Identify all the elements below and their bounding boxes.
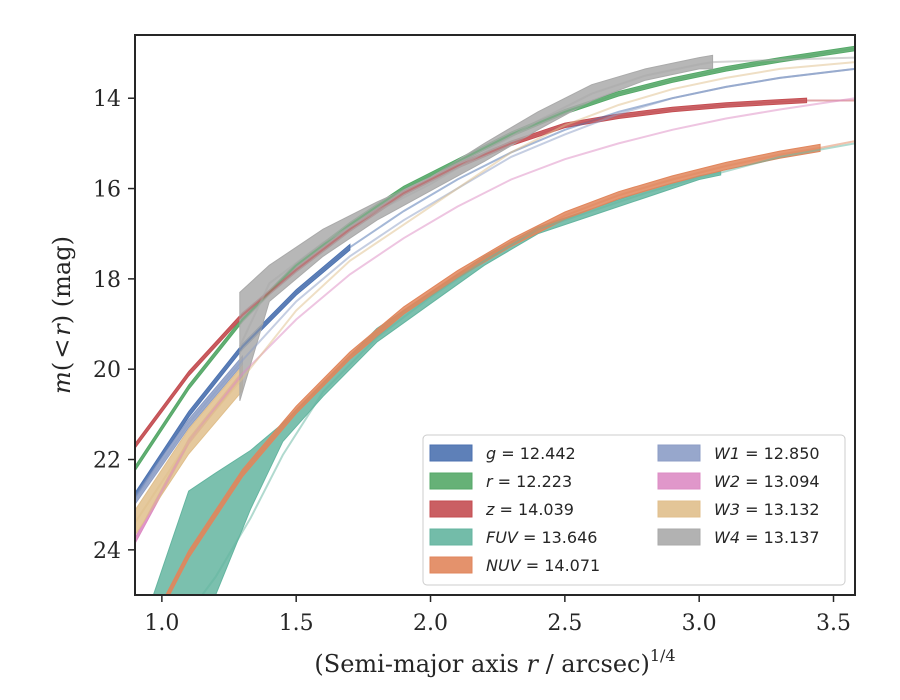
x-axis-title-var: r xyxy=(526,650,539,678)
line-fuv xyxy=(200,142,855,595)
plot-frame xyxy=(134,34,856,596)
legend-swatch-g xyxy=(429,444,473,462)
x-tick-label: 3.5 xyxy=(816,611,851,636)
y-axis-title-rest: ) (mag) xyxy=(48,236,76,324)
legend-swatch-z xyxy=(429,500,473,518)
x-tick-label: 2.5 xyxy=(547,611,582,636)
x-axis-ticks: 1.0 1.5 2.0 2.5 3.0 3.5 xyxy=(144,595,851,636)
x-tick-label: 1.5 xyxy=(279,611,314,636)
legend-label-w2: W2 = 13.094 xyxy=(714,472,820,491)
line-w4 xyxy=(238,56,855,348)
line-w2 xyxy=(135,97,855,542)
legend-label-fuv: FUV = 13.646 xyxy=(486,528,597,547)
y-axis-title: m( < r) (mag) xyxy=(48,236,76,394)
legend-swatch-w3 xyxy=(657,500,701,518)
y-tick-label: 22 xyxy=(93,449,121,474)
x-axis-title-part-2: / arcsec) xyxy=(538,650,650,678)
legend: g = 12.442 r = 12.223 z = 14.039 FUV = 13.6… xyxy=(422,434,846,586)
series-lines xyxy=(135,47,855,595)
legend-swatch-r xyxy=(429,472,473,490)
line-w1 xyxy=(135,67,855,501)
y-axis-title-lt: < xyxy=(48,339,76,359)
x-tick-label: 1.0 xyxy=(144,611,179,636)
legend-label-w3: W3 = 13.132 xyxy=(714,500,820,519)
legend-swatch-w4 xyxy=(657,528,701,546)
x-tick-label: 2.0 xyxy=(413,611,448,636)
legend-swatch-nuv xyxy=(429,556,473,574)
legend-label-z: z = 14.039 xyxy=(485,500,574,519)
line-g xyxy=(135,67,855,497)
legend-swatch-w2 xyxy=(657,472,701,490)
line-w3 xyxy=(135,61,855,524)
legend-label-nuv: NUV = 14.071 xyxy=(486,556,600,575)
x-axis-title-part-1: (Semi-major axis xyxy=(314,650,526,678)
x-tick-label: 3.0 xyxy=(682,611,717,636)
legend-label-g: g = 12.442 xyxy=(486,444,576,463)
legend-frame xyxy=(422,434,846,586)
line-z xyxy=(135,99,855,447)
legend-label-w1: W1 = 12.850 xyxy=(714,444,820,463)
y-axis-title-r: r xyxy=(48,323,76,336)
y-axis-ticks: 14 16 18 20 22 24 xyxy=(93,87,135,564)
y-tick-label: 14 xyxy=(93,87,121,112)
legend-label-w4: W4 = 13.137 xyxy=(714,528,820,547)
y-tick-label: 18 xyxy=(93,268,121,293)
x-axis-title: (Semi-major axis r / arcsec)1/4 xyxy=(314,646,675,678)
line-nuv xyxy=(166,140,855,595)
legend-swatch-fuv xyxy=(429,528,473,546)
x-axis-title-exponent: 1/4 xyxy=(650,646,676,665)
legend-swatch-w1 xyxy=(657,444,701,462)
y-axis-title-open: ( xyxy=(48,362,76,371)
band-nuv xyxy=(165,143,821,595)
y-tick-label: 20 xyxy=(93,358,121,383)
legend-label-r: r = 12.223 xyxy=(486,472,572,491)
line-r xyxy=(135,47,855,470)
y-tick-label: 24 xyxy=(93,539,121,564)
y-tick-label: 16 xyxy=(93,178,121,203)
y-axis-title-m: m xyxy=(48,371,76,394)
band-w4 xyxy=(239,54,714,401)
